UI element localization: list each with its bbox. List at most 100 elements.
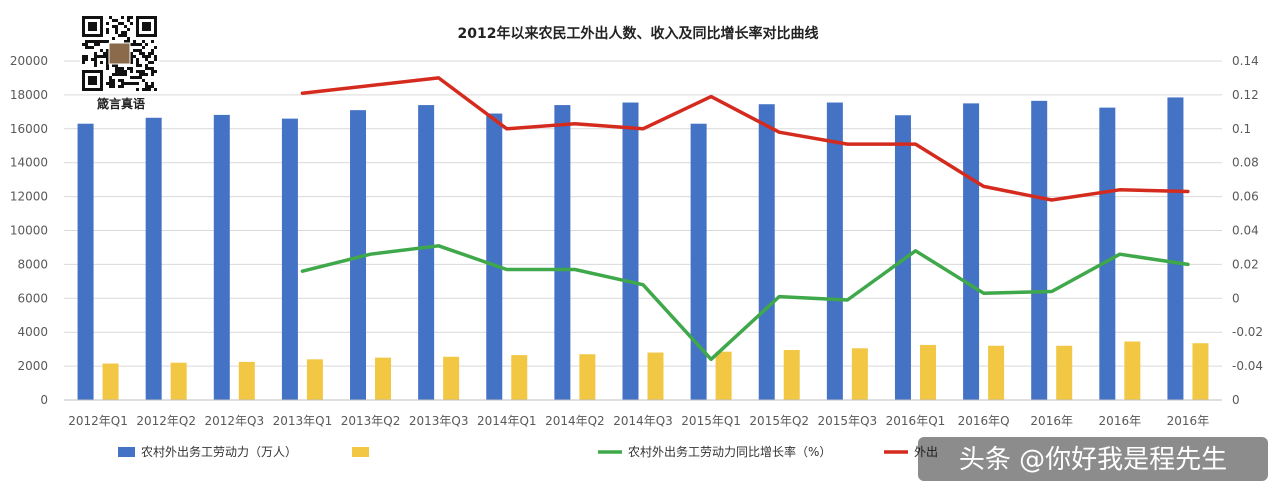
x-axis: 2012年Q1 2012年Q2 2012年Q3 2013年Q1 2013年Q2 2013年…	[64, 399, 1222, 428]
legend-label: 农村外出务工劳动力同比增长率（%）	[628, 444, 831, 459]
y-left-tick-label: 20000	[10, 54, 48, 68]
qr-module	[112, 82, 115, 85]
qr-module	[151, 40, 154, 43]
qr-module	[112, 19, 115, 22]
bar-laborers	[758, 104, 775, 400]
y-left-tick-label: 2000	[17, 359, 48, 373]
qr-module	[124, 25, 127, 28]
qr-module	[142, 70, 145, 73]
legend: 农村外出务工劳动力（万人） 农村外出务工劳动力同比增长率（%） 外出	[118, 444, 938, 459]
qr-module	[115, 25, 118, 28]
qr-module	[100, 49, 103, 52]
bar-laborers	[418, 105, 435, 400]
qr-module	[145, 64, 148, 67]
qr-module	[106, 61, 109, 64]
line-marks	[300, 76, 1190, 362]
qr-module	[142, 73, 145, 76]
qr-module	[100, 55, 103, 58]
bar-laborers	[1167, 97, 1184, 400]
x-tick-label: 2015年Q3	[818, 414, 878, 428]
qr-module	[112, 64, 115, 67]
x-tick-label: 2016年Q1	[886, 414, 946, 428]
qr-module	[130, 76, 133, 79]
qr-module	[85, 55, 88, 58]
qr-module	[121, 22, 124, 25]
legend-label: 农村外出务工劳动力（万人）	[141, 444, 297, 459]
qr-module	[130, 22, 133, 25]
bar-laborers	[281, 118, 298, 400]
qr-module	[109, 16, 112, 19]
qr-module	[142, 55, 145, 58]
qr-module	[154, 55, 157, 58]
qr-module	[106, 40, 109, 43]
qr-module	[139, 70, 142, 73]
bar-laborers	[894, 115, 911, 401]
qr-module	[148, 67, 151, 70]
y-left-tick-label: 0	[40, 393, 48, 407]
bar-laborers	[145, 117, 162, 400]
qr-module	[94, 43, 97, 46]
qr-module	[94, 64, 97, 67]
bar-income	[579, 354, 596, 400]
x-tick-label: 2014年Q1	[477, 414, 537, 428]
qr-module	[124, 34, 127, 37]
qr-module	[103, 40, 106, 43]
qr-module	[115, 28, 118, 31]
x-tick-label: 2012年Q3	[204, 414, 264, 428]
qr-module	[112, 73, 115, 76]
qr-module	[139, 76, 142, 79]
qr-module	[118, 73, 121, 76]
qr-module	[154, 58, 157, 61]
qr-module	[130, 16, 133, 19]
x-tick-label: 2016年	[1030, 414, 1073, 428]
qr-module	[130, 55, 133, 58]
qr-module	[154, 46, 157, 49]
qr-module	[118, 34, 121, 37]
income-growth-line	[300, 76, 1190, 202]
qr-module	[91, 58, 94, 61]
qr-module	[112, 79, 115, 82]
qr-module	[151, 52, 154, 55]
y-right-tick-label: 0.1	[1232, 122, 1251, 136]
qr-module	[106, 22, 109, 25]
qr-module	[133, 40, 136, 43]
bar-laborers	[622, 102, 639, 400]
bar-income	[783, 349, 800, 400]
qr-module	[130, 58, 133, 61]
qr-module	[145, 73, 148, 76]
qr-module	[94, 61, 97, 64]
brand-caption: 箴言真语	[97, 96, 145, 111]
qr-module	[115, 64, 118, 67]
qr-module	[100, 61, 103, 64]
qr-module	[85, 58, 88, 61]
qr-module	[82, 43, 85, 46]
qr-module	[142, 79, 145, 82]
qr-module	[91, 40, 94, 43]
watermark-background	[918, 437, 1268, 481]
qr-module	[85, 43, 88, 46]
qr-module	[85, 40, 88, 43]
bar-income	[306, 359, 323, 400]
qr-module	[112, 37, 115, 40]
qr-module	[151, 85, 154, 88]
y-right-tick-label: 0.04	[1232, 224, 1259, 238]
qr-module	[154, 70, 157, 73]
qr-module	[133, 76, 136, 79]
qr-module	[127, 40, 130, 43]
x-tick-label: 2012年Q2	[136, 414, 196, 428]
legend-swatch	[352, 447, 369, 457]
qr-module	[136, 76, 139, 79]
qr-module	[142, 40, 145, 43]
qr-module	[106, 52, 109, 55]
qr-module	[136, 58, 139, 61]
qr-module	[151, 61, 154, 64]
bar-income	[851, 348, 868, 400]
qr-module	[115, 67, 118, 70]
qr-module	[106, 55, 109, 58]
growth-rate-line	[300, 244, 1190, 362]
legend-label: 外出	[914, 445, 938, 459]
x-tick-label: 2013年Q2	[341, 414, 401, 428]
qr-module	[127, 16, 130, 19]
qr-module	[124, 82, 127, 85]
